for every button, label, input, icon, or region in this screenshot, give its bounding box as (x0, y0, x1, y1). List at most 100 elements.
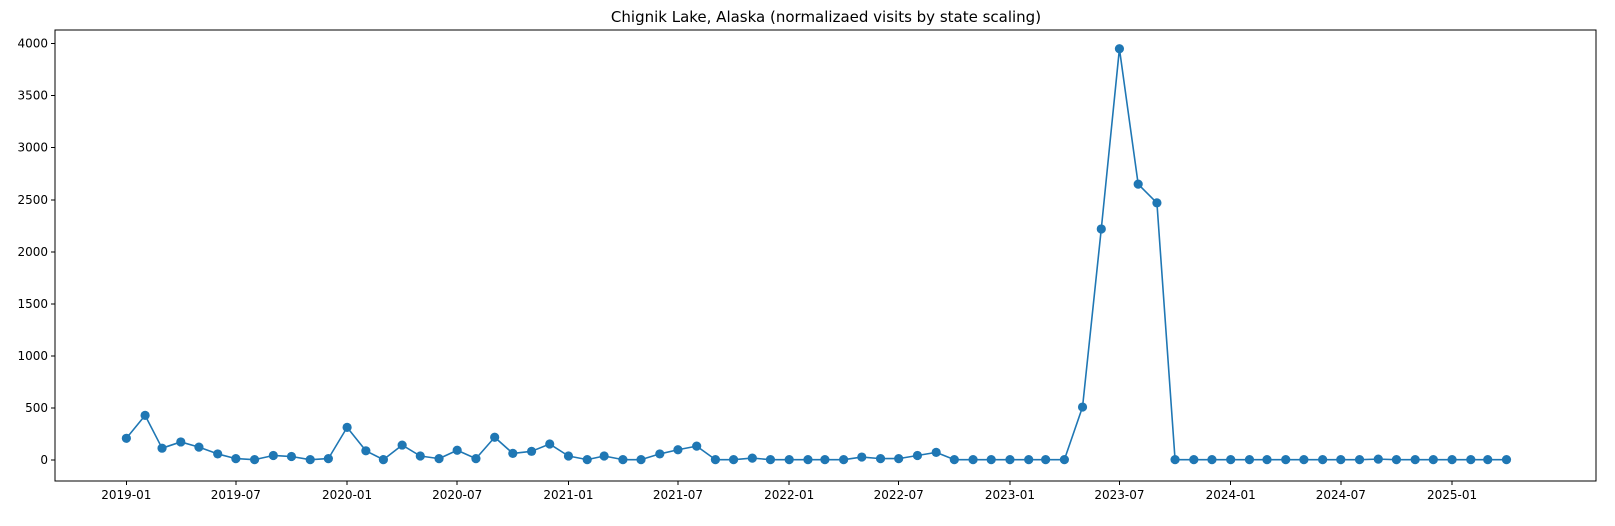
y-tick-label: 0 (40, 453, 48, 467)
data-point (1005, 455, 1015, 465)
data-point (1391, 455, 1402, 465)
data-point (1152, 198, 1162, 208)
data-point (875, 454, 886, 464)
data-point (194, 442, 204, 452)
data-point (1299, 455, 1309, 465)
data-point (121, 433, 131, 443)
data-point (1483, 455, 1493, 465)
data-point (857, 452, 867, 462)
data-point (526, 446, 537, 456)
data-point (728, 455, 739, 465)
data-point (268, 450, 278, 461)
data-point (1410, 455, 1420, 465)
data-point (1318, 455, 1328, 465)
y-tick-label: 3000 (17, 141, 48, 155)
data-point (673, 445, 683, 455)
x-tick-label: 2019-07 (211, 488, 261, 502)
y-tick-label: 1000 (17, 349, 48, 363)
data-point (784, 455, 794, 465)
data-point (249, 455, 260, 465)
y-tick-label: 2500 (17, 193, 48, 207)
data-point (894, 454, 904, 464)
data-point (820, 455, 830, 465)
data-point (1501, 455, 1512, 465)
data-point (968, 455, 978, 465)
data-point (378, 455, 388, 465)
data-point (471, 454, 481, 464)
x-axis: 2019-01 2019-07 2020-01 2020-07 2021-01 2021-… (101, 481, 1477, 502)
data-point (397, 440, 407, 450)
data-point (931, 447, 941, 457)
data-point (1207, 455, 1217, 465)
data-point (213, 449, 223, 459)
data-point (157, 443, 167, 453)
x-tick-label: 2023-07 (1094, 488, 1144, 502)
data-point (599, 451, 609, 461)
data-point (286, 451, 297, 462)
data-point (231, 454, 241, 464)
plot-frame (54, 29, 1597, 482)
y-tick-label: 3500 (17, 89, 48, 103)
data-point (747, 453, 757, 463)
data-point (545, 439, 555, 449)
x-tick-label: 2019-01 (101, 488, 151, 502)
data-point (1077, 402, 1088, 412)
data-point (1226, 455, 1236, 465)
x-tick-label: 2024-07 (1316, 488, 1366, 502)
data-point (323, 454, 333, 464)
data-point (1041, 455, 1051, 465)
data-point (1447, 455, 1457, 465)
data-point (508, 448, 518, 458)
data-point (986, 455, 996, 465)
y-tick-label: 1500 (17, 297, 48, 311)
data-point (949, 455, 959, 465)
series-line (125, 47, 1507, 461)
data-point (636, 455, 646, 465)
x-tick-label: 2025-01 (1427, 488, 1477, 502)
data-point (176, 437, 186, 447)
data-point (140, 410, 150, 420)
data-point (415, 451, 425, 461)
data-point (1244, 455, 1255, 465)
data-point (1133, 179, 1143, 189)
data-point (1428, 455, 1438, 465)
data-point (1059, 455, 1069, 465)
data-point (803, 455, 813, 465)
y-tick-label: 500 (25, 401, 48, 415)
data-point (1096, 224, 1106, 234)
data-point (1024, 455, 1034, 465)
x-tick-label: 2024-01 (1206, 488, 1256, 502)
data-point (655, 449, 665, 459)
data-point (839, 455, 849, 465)
x-tick-label: 2020-01 (322, 488, 372, 502)
data-point (582, 455, 592, 465)
data-point (434, 454, 444, 464)
data-point (765, 455, 776, 465)
data-point (1336, 455, 1346, 465)
x-tick-label: 2023-01 (985, 488, 1035, 502)
data-point (618, 455, 628, 465)
data-point (490, 432, 500, 442)
data-point (1373, 454, 1383, 464)
y-axis: 0 500 1000 1500 2000 2500 3000 3500 4000 (17, 37, 55, 467)
chart-title: Chignik Lake, Alaska (normalizaed visits… (611, 8, 1041, 26)
data-point (1170, 455, 1180, 465)
data-point (912, 450, 923, 461)
data-point (692, 441, 702, 451)
data-point (342, 422, 352, 432)
data-point (452, 445, 462, 455)
data-point (1354, 455, 1365, 465)
data-point (563, 451, 574, 461)
data-point (1281, 455, 1291, 465)
data-point (1262, 455, 1272, 465)
x-tick-label: 2020-07 (432, 488, 482, 502)
data-point (305, 455, 315, 465)
x-tick-label: 2021-07 (653, 488, 703, 502)
x-tick-label: 2022-07 (874, 488, 924, 502)
x-tick-label: 2021-01 (543, 488, 593, 502)
x-tick-label: 2022-01 (764, 488, 814, 502)
series-group (121, 44, 1512, 465)
data-point (1114, 44, 1125, 54)
